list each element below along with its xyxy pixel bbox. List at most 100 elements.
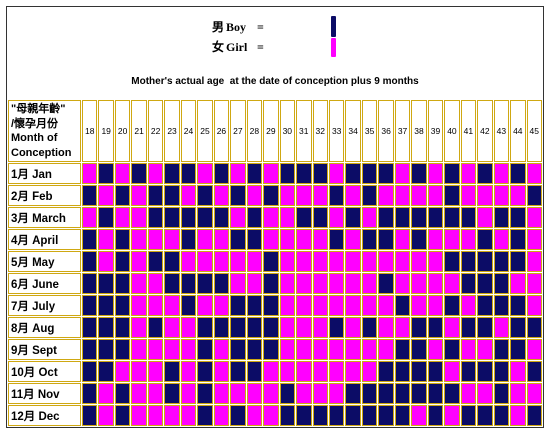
- prediction-cell-march-age-38: [411, 207, 427, 228]
- month-label-jan: 1月 Jan: [8, 163, 81, 184]
- prediction-cell-june-age-40: [444, 273, 460, 294]
- prediction-cell-april-age-22: [147, 229, 164, 250]
- age-header-21: 21: [131, 100, 147, 162]
- age-header-45: 45: [526, 100, 542, 162]
- age-header-34: 34: [345, 100, 361, 162]
- prediction-cell-nov-age-41: [460, 383, 477, 404]
- prediction-cell-april-age-21: [131, 229, 147, 250]
- prediction-cell-oct-age-38: [411, 361, 427, 382]
- legend-entry-boy: 男 Boy =: [212, 20, 264, 34]
- prediction-cell-aug-age-36: [378, 317, 394, 338]
- prediction-cell-may-age-25: [197, 251, 213, 272]
- prediction-cell-april-age-24: [180, 229, 197, 250]
- prediction-cell-jan-age-43: [493, 163, 510, 184]
- legend-boy-equals: =: [257, 20, 264, 34]
- prediction-cell-sept-age-39: [427, 339, 444, 360]
- prediction-cell-jan-age-40: [444, 163, 460, 184]
- prediction-cell-july-age-33: [328, 295, 345, 316]
- prediction-cell-feb-age-44: [510, 185, 526, 206]
- prediction-cell-feb-age-34: [345, 185, 361, 206]
- prediction-cell-june-age-22: [147, 273, 164, 294]
- prediction-cell-june-age-28: [246, 273, 263, 294]
- prediction-cell-dec-age-42: [477, 405, 493, 426]
- prediction-cell-nov-age-39: [427, 383, 444, 404]
- age-header-25: 25: [197, 100, 213, 162]
- prediction-cell-march-age-29: [263, 207, 279, 228]
- prediction-cell-dec-age-33: [328, 405, 345, 426]
- prediction-cell-dec-age-39: [427, 405, 444, 426]
- prediction-cell-march-age-25: [197, 207, 213, 228]
- prediction-cell-dec-age-22: [147, 405, 164, 426]
- prediction-cell-nov-age-36: [378, 383, 394, 404]
- prediction-cell-march-age-31: [296, 207, 312, 228]
- prediction-cell-april-age-41: [460, 229, 477, 250]
- prediction-cell-april-age-29: [263, 229, 279, 250]
- prediction-cell-sept-age-31: [296, 339, 312, 360]
- prediction-cell-dec-age-38: [411, 405, 427, 426]
- prediction-cell-jan-age-27: [230, 163, 246, 184]
- prediction-cell-dec-age-45: [526, 405, 542, 426]
- prediction-cell-feb-age-40: [444, 185, 460, 206]
- prediction-cell-nov-age-28: [246, 383, 263, 404]
- prediction-cell-aug-age-44: [510, 317, 526, 338]
- prediction-cell-sept-age-32: [312, 339, 328, 360]
- prediction-cell-sept-age-37: [394, 339, 411, 360]
- age-header-18: 18: [82, 100, 98, 162]
- prediction-cell-aug-age-34: [345, 317, 361, 338]
- prediction-cell-april-age-43: [493, 229, 510, 250]
- prediction-cell-feb-age-36: [378, 185, 394, 206]
- row-header-line: Conception: [11, 146, 72, 159]
- prediction-cell-may-age-41: [460, 251, 477, 272]
- prediction-cell-nov-age-26: [213, 383, 230, 404]
- prediction-cell-dec-age-35: [361, 405, 378, 426]
- prediction-cell-nov-age-35: [361, 383, 378, 404]
- age-header-27: 27: [230, 100, 246, 162]
- prediction-cell-sept-age-30: [279, 339, 296, 360]
- prediction-cell-sept-age-20: [114, 339, 131, 360]
- prediction-cell-oct-age-34: [345, 361, 361, 382]
- prediction-cell-sept-age-28: [246, 339, 263, 360]
- prediction-cell-jan-age-20: [114, 163, 131, 184]
- age-header-40: 40: [444, 100, 460, 162]
- prediction-cell-jan-age-38: [411, 163, 427, 184]
- prediction-cell-may-age-37: [394, 251, 411, 272]
- prediction-cell-april-age-33: [328, 229, 345, 250]
- column-axis-title: Mother's actual age at the date of conce…: [131, 76, 419, 87]
- prediction-cell-oct-age-41: [460, 361, 477, 382]
- prediction-cell-july-age-42: [477, 295, 493, 316]
- prediction-cell-sept-age-35: [361, 339, 378, 360]
- prediction-cell-june-age-29: [263, 273, 279, 294]
- prediction-cell-nov-age-42: [477, 383, 493, 404]
- prediction-cell-july-age-25: [197, 295, 213, 316]
- prediction-cell-june-age-32: [312, 273, 328, 294]
- prediction-cell-oct-age-37: [394, 361, 411, 382]
- prediction-cell-march-age-23: [164, 207, 180, 228]
- prediction-cell-jan-age-45: [526, 163, 542, 184]
- prediction-cell-dec-age-40: [444, 405, 460, 426]
- prediction-cell-jan-age-28: [246, 163, 263, 184]
- prediction-cell-nov-age-45: [526, 383, 542, 404]
- prediction-cell-oct-age-29: [263, 361, 279, 382]
- prediction-cell-july-age-38: [411, 295, 427, 316]
- prediction-cell-jan-age-26: [213, 163, 230, 184]
- legend-boy-label: Boy: [226, 20, 247, 34]
- prediction-cell-feb-age-26: [213, 185, 230, 206]
- prediction-cell-may-age-35: [361, 251, 378, 272]
- prediction-cell-nov-age-34: [345, 383, 361, 404]
- prediction-cell-feb-age-23: [164, 185, 180, 206]
- prediction-cell-may-age-21: [131, 251, 147, 272]
- age-header-23: 23: [164, 100, 180, 162]
- prediction-cell-july-age-19: [98, 295, 114, 316]
- prediction-cell-feb-age-22: [147, 185, 164, 206]
- prediction-cell-jan-age-42: [477, 163, 493, 184]
- prediction-cell-feb-age-28: [246, 185, 263, 206]
- month-label-june: 6月 June: [8, 273, 81, 294]
- prediction-cell-june-age-35: [361, 273, 378, 294]
- prediction-cell-may-age-29: [263, 251, 279, 272]
- month-label-dec: 12月 Dec: [8, 405, 81, 426]
- month-label-april: 4月 April: [8, 229, 81, 250]
- age-header-41: 41: [460, 100, 477, 162]
- prediction-cell-aug-age-45: [526, 317, 542, 338]
- prediction-cell-nov-age-20: [114, 383, 131, 404]
- prediction-cell-april-age-42: [477, 229, 493, 250]
